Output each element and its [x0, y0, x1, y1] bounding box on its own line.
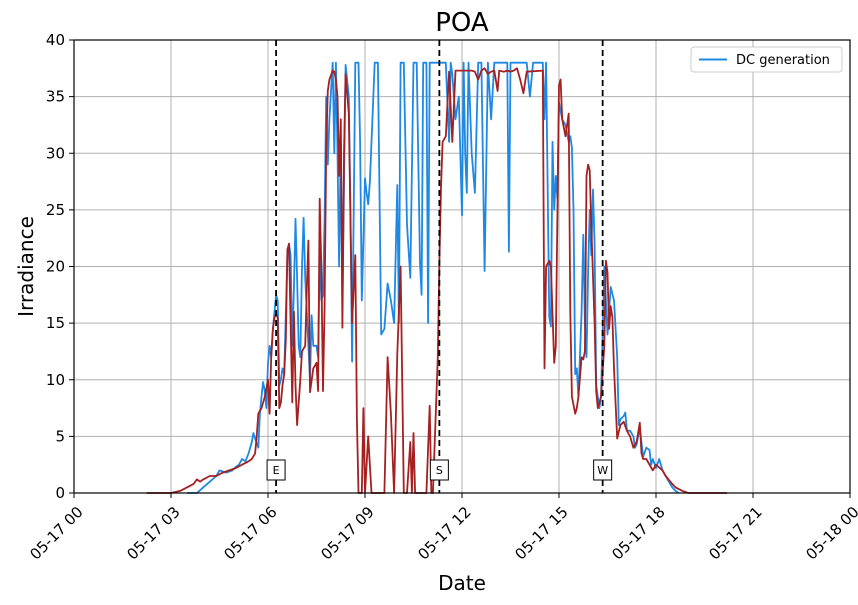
y-tick-label: 5 [55, 427, 65, 445]
series-line-1 [187, 61, 680, 494]
legend-box [690, 46, 843, 73]
marker-box-w [593, 459, 613, 481]
x-axis-label: Date [438, 571, 486, 595]
y-tick-label: 25 [46, 201, 65, 219]
y-tick-label: 30 [46, 144, 65, 162]
y-tick-label: 35 [46, 88, 65, 106]
grid [74, 40, 850, 493]
y-tick-label: 40 [46, 31, 65, 49]
y-tick-label: 10 [46, 371, 65, 389]
legend: DC generation [690, 46, 843, 73]
marker-label-e: E [273, 464, 280, 477]
y-tick-label: 15 [46, 314, 65, 332]
marker-box-s [429, 459, 449, 481]
legend-label: DC generation [736, 53, 830, 68]
marker-label-s: S [436, 464, 443, 477]
y-tick-label: 0 [55, 484, 65, 502]
chart-title: POA [435, 8, 489, 38]
y-axis-label: Irradiance [14, 216, 38, 317]
marker-box-e [266, 459, 286, 481]
y-tick-label: 20 [46, 258, 65, 276]
marker-label-w: W [597, 464, 608, 477]
y-axis-ticks: 0 5 10 15 20 25 30 35 40 [46, 31, 74, 502]
